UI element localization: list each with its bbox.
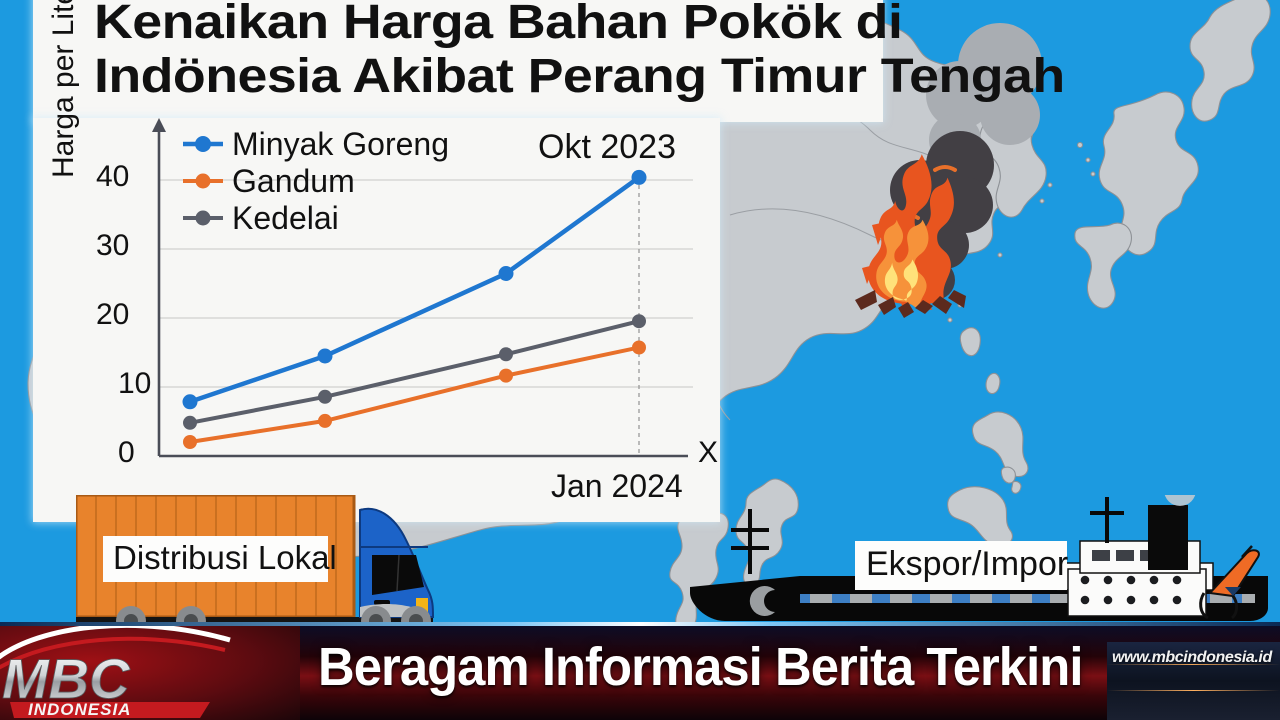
svg-text:Distribusi Lokal: Distribusi Lokal bbox=[113, 539, 337, 576]
svg-text:INDONESIA: INDONESIA bbox=[28, 700, 131, 719]
svg-text:Ekspor/Impor: Ekspor/Impor bbox=[866, 545, 1068, 583]
